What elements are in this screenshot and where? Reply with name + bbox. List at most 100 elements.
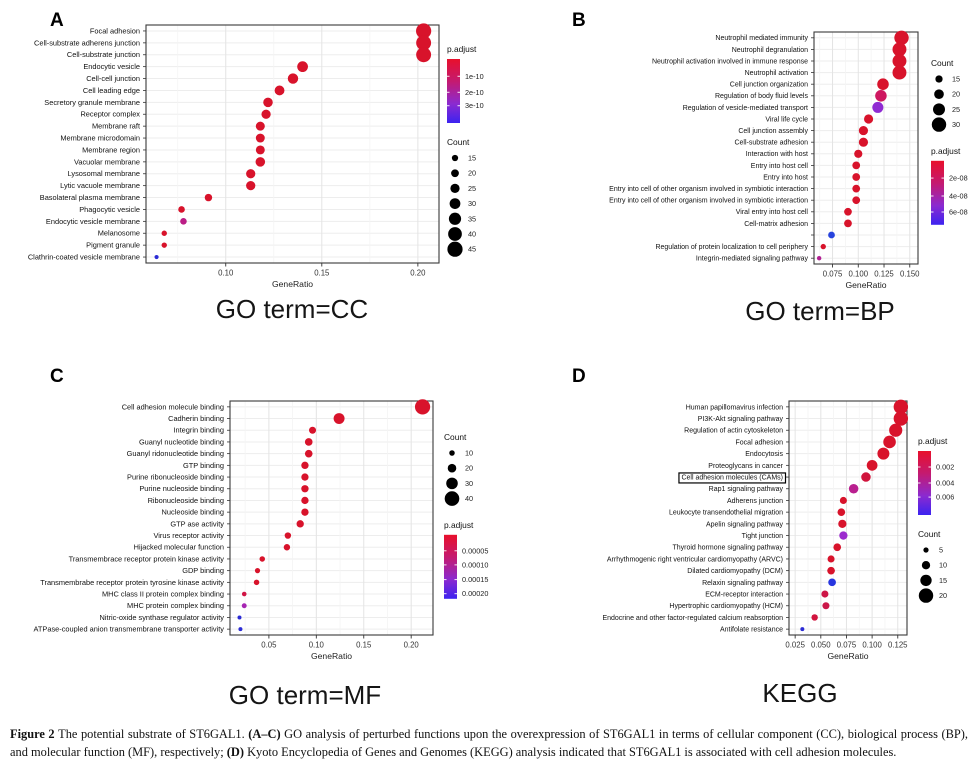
x-tick-label: 0.100 xyxy=(849,270,869,279)
data-point xyxy=(839,531,848,540)
caption-bold-segment: (D) xyxy=(226,744,244,759)
category-label: Focal adhesion xyxy=(90,26,140,35)
category-label: Neutrophil degranulation xyxy=(732,47,808,54)
count-legend-label: 15 xyxy=(939,576,947,585)
data-point xyxy=(827,555,835,563)
data-point xyxy=(255,157,266,167)
category-label: Endocrine and other factor-regulated cal… xyxy=(602,615,783,622)
category-label: Cell adhesion molecule binding xyxy=(122,402,224,411)
category-label: Tight junction xyxy=(742,533,783,540)
count-legend-label: 20 xyxy=(465,464,473,473)
x-axis-title: GeneRatio xyxy=(845,280,886,290)
data-point xyxy=(852,161,861,170)
category-label: Cell-substrate adherens junction xyxy=(34,38,140,47)
data-point xyxy=(816,256,822,261)
data-point xyxy=(827,566,835,575)
count-legend-label: 25 xyxy=(952,105,960,114)
category-label: Regulation of body fluid levels xyxy=(715,93,809,100)
data-point xyxy=(161,230,167,236)
data-point xyxy=(852,196,861,205)
plot-border xyxy=(145,24,440,264)
data-point xyxy=(416,35,432,51)
category-label: Basolateral plasma membrane xyxy=(40,193,140,202)
data-point xyxy=(844,207,852,216)
count-legend-label: 35 xyxy=(468,214,476,223)
padjust-legend-label: 0.00010 xyxy=(462,560,488,569)
category-label: Lytic vacuole membrane xyxy=(60,181,140,190)
count-legend-label: 30 xyxy=(465,479,473,488)
data-point xyxy=(839,496,847,504)
data-point xyxy=(274,85,285,96)
padjust-gradient-bar xyxy=(447,59,460,123)
count-legend-dot xyxy=(449,450,455,456)
x-tick-label: 0.05 xyxy=(261,641,277,650)
plot-border xyxy=(813,31,919,265)
data-point xyxy=(811,614,818,621)
data-point xyxy=(844,219,852,228)
padjust-legend-title: p.adjust xyxy=(444,520,474,530)
panel-letter-A: A xyxy=(50,10,64,31)
data-point xyxy=(283,544,291,551)
data-point xyxy=(852,173,861,181)
panel-letter-C: C xyxy=(50,366,64,387)
padjust-legend-label: 2e-10 xyxy=(465,88,484,97)
caption-bold-segment: Figure 2 xyxy=(10,727,59,741)
category-label: Viral life cycle xyxy=(765,116,808,123)
data-point xyxy=(301,461,309,470)
count-legend-label: 20 xyxy=(468,169,476,178)
category-label: MHC protein complex binding xyxy=(127,601,224,610)
data-point xyxy=(828,231,835,239)
data-point xyxy=(180,218,187,225)
data-point xyxy=(301,508,309,516)
count-legend-dot xyxy=(921,561,931,570)
data-point xyxy=(255,145,265,155)
data-point xyxy=(238,627,243,632)
data-point xyxy=(893,399,909,415)
count-legend-dot xyxy=(451,154,459,162)
data-point xyxy=(828,578,836,587)
plot-background xyxy=(146,25,439,263)
category-label: Entry into host cell xyxy=(751,163,809,170)
count-legend-dot xyxy=(450,183,460,194)
count-legend-dot xyxy=(920,574,932,587)
x-tick-label: 0.025 xyxy=(785,641,805,650)
count-legend-label: 15 xyxy=(468,154,476,163)
x-tick-label: 0.050 xyxy=(811,641,831,650)
category-label: Apelin signaling pathway xyxy=(706,521,784,528)
category-label: Cell junction organization xyxy=(730,82,808,89)
category-label: Regulation of protein localization to ce… xyxy=(655,244,808,251)
panel-letter-B: B xyxy=(572,10,586,31)
padjust-legend-label: 0.00015 xyxy=(462,575,488,584)
data-point xyxy=(822,602,830,610)
count-legend-label: 30 xyxy=(952,120,960,129)
x-tick-label: 0.10 xyxy=(218,269,234,278)
count-legend-label: 10 xyxy=(465,449,473,458)
count-legend-dot xyxy=(931,117,947,132)
panel-D: D 0.025 0.050 0.075 0.100 0.125 GeneRatio Human… xyxy=(572,366,954,708)
data-point xyxy=(237,615,242,620)
data-point xyxy=(892,42,907,57)
category-label: Dilated cardiomyopathy (DCM) xyxy=(687,568,783,575)
category-label: Cell-substrate adhesion xyxy=(734,140,808,147)
count-legend-dot xyxy=(448,212,462,225)
padjust-legend-title: p.adjust xyxy=(931,146,961,156)
category-label: Leukocyte transendothelial migration xyxy=(669,510,783,517)
category-label: Transmembrace receptor protein kinase ac… xyxy=(69,554,225,563)
x-tick-label: 0.20 xyxy=(410,269,426,278)
data-point xyxy=(833,543,842,552)
category-label: Adherens junction xyxy=(727,498,783,505)
data-point xyxy=(416,23,432,39)
padjust-legend-label: 2e-08 xyxy=(949,174,968,183)
padjust-legend-title: p.adjust xyxy=(447,44,477,54)
category-label: Viral entry into host cell xyxy=(736,209,809,216)
category-label: Membrane raft xyxy=(92,122,140,131)
panel-title-B: GO term=BP xyxy=(745,296,895,326)
data-point xyxy=(820,243,826,250)
category-label: ECM-receptor interaction xyxy=(705,591,783,598)
caption-segment: GO analysis of perturbed functions upon … xyxy=(10,727,968,759)
padjust-legend-label: 6e-08 xyxy=(949,208,968,217)
data-point xyxy=(255,133,265,143)
x-axis-title: GeneRatio xyxy=(272,279,313,289)
count-legend-title: Count xyxy=(918,529,941,539)
x-tick-label: 0.075 xyxy=(823,270,843,279)
